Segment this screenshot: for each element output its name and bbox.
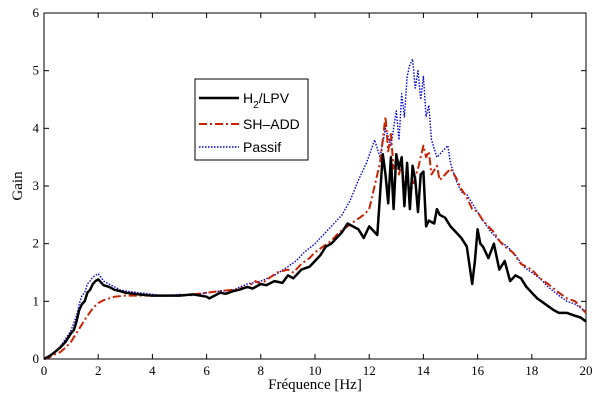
x-tick-label: 8 [258, 363, 265, 378]
x-tick-label: 6 [203, 363, 210, 378]
legend-label-shadd: SH–ADD [243, 116, 300, 132]
x-tick-label: 18 [525, 363, 538, 378]
x-tick-label: 0 [41, 363, 48, 378]
x-tick-label: 12 [363, 363, 376, 378]
series-layer [43, 58, 587, 361]
y-tick-label: 4 [33, 120, 40, 135]
x-tick-label: 20 [580, 363, 593, 378]
x-tick-label: 16 [471, 363, 485, 378]
legend-label-lpv: H2/LPV [243, 90, 290, 111]
x-tick-label: 14 [417, 363, 431, 378]
y-tick-label: 2 [33, 236, 40, 251]
series-line-passif [43, 58, 587, 360]
y-tick-label: 6 [33, 5, 40, 20]
x-tick-label: 10 [309, 363, 322, 378]
y-tick-label: 0 [33, 351, 40, 366]
y-tick-label: 1 [33, 293, 40, 308]
y-axis-label: Gain [10, 171, 26, 201]
legend: H2/LPV SH–ADD Passif [194, 78, 309, 161]
series-line-lpv [43, 153, 587, 361]
series-line-shadd [43, 115, 587, 360]
x-tick-label: 4 [149, 363, 156, 378]
y-tick-label: 5 [33, 63, 40, 78]
x-tick-label: 2 [95, 363, 102, 378]
x-axis-label: Fréquence [Hz] [268, 377, 362, 393]
legend-box [194, 78, 309, 161]
y-tick-label: 3 [33, 178, 40, 193]
legend-label-passif: Passif [243, 139, 281, 155]
plot-area [43, 12, 587, 360]
